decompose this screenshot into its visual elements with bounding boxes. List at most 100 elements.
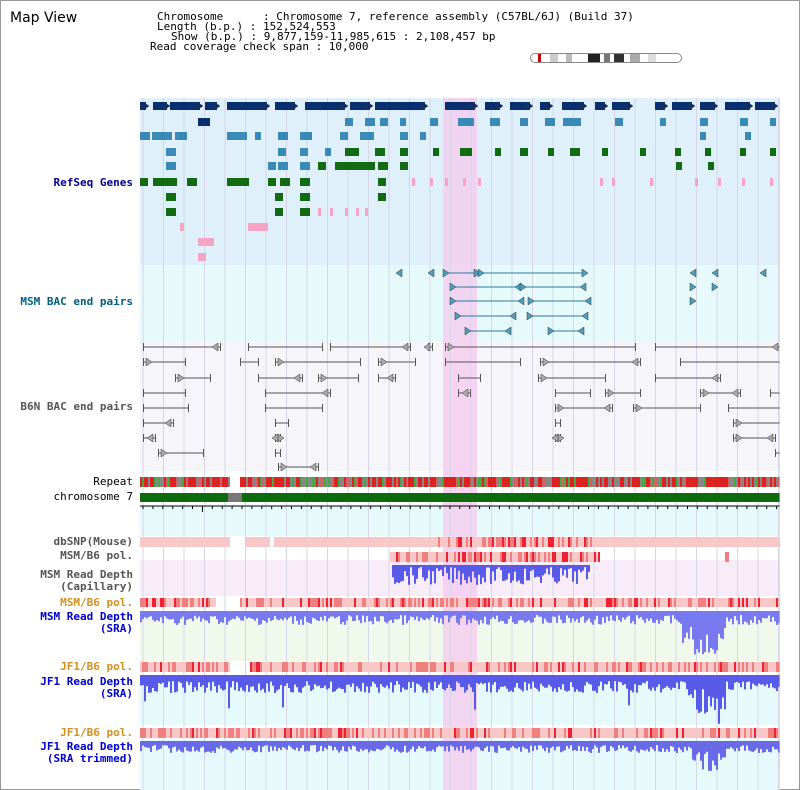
feature-arrow[interactable] <box>577 326 585 336</box>
gene-strand-arrow[interactable] <box>471 101 479 111</box>
gene-strand-arrow[interactable] <box>626 101 634 111</box>
track-label-jf1-depth-sra[interactable]: JF1 Read Depth (SRA) <box>40 676 133 700</box>
feature-arrow[interactable] <box>551 433 559 443</box>
feature-arrow[interactable] <box>689 282 697 292</box>
gene-strand-arrow[interactable] <box>213 101 221 111</box>
gene-strand-arrow[interactable] <box>601 101 609 111</box>
feature-arrow[interactable] <box>449 282 457 292</box>
gene-strand-arrow[interactable] <box>263 101 271 111</box>
gene-strand-arrow[interactable] <box>163 101 171 111</box>
feature-arrow[interactable] <box>477 268 485 278</box>
gene-strand-arrow[interactable] <box>746 101 754 111</box>
feature-arrow[interactable] <box>540 373 548 383</box>
genome-track-area[interactable] <box>140 98 780 790</box>
pair-end-mark <box>143 434 144 442</box>
feature-arrow[interactable] <box>635 403 643 413</box>
track-label-msm-b6-pol-2[interactable]: MSM/B6 pol. <box>60 596 133 609</box>
feature-arrow[interactable] <box>547 326 555 336</box>
feature-arrow[interactable] <box>526 311 534 321</box>
track-label-refseq-genes[interactable]: RefSeq Genes <box>53 176 133 189</box>
feature-arrow[interactable] <box>321 388 329 398</box>
feature-arrow[interactable] <box>519 282 527 292</box>
feature-arrow[interactable] <box>711 282 719 292</box>
feature-arrow[interactable] <box>759 268 767 278</box>
feature-arrow[interactable] <box>607 388 615 398</box>
feature-arrow[interactable] <box>380 357 388 367</box>
feature-arrow[interactable] <box>293 373 301 383</box>
track-label-msm-bac[interactable]: MSM BAC end pairs <box>20 295 133 308</box>
gene-strand-arrow[interactable] <box>526 101 534 111</box>
feature-arrow[interactable] <box>584 296 592 306</box>
track-label-jf1-depth-trimmed[interactable]: JF1 Read Depth (SRA trimmed) <box>40 741 133 765</box>
feature-arrow[interactable] <box>557 403 565 413</box>
feature-arrow[interactable] <box>160 448 168 458</box>
feature-arrow[interactable] <box>731 388 739 398</box>
feature-arrow[interactable] <box>711 373 719 383</box>
feature-arrow[interactable] <box>454 311 462 321</box>
feature-arrow[interactable] <box>735 418 743 428</box>
chromosome-ideogram[interactable] <box>530 53 682 63</box>
gene-strand-arrow[interactable] <box>580 101 588 111</box>
track-label-jf1-b6-pol-1[interactable]: JF1/B6 pol. <box>60 660 133 673</box>
feature-arrow[interactable] <box>320 373 328 383</box>
feature-arrow[interactable] <box>527 296 535 306</box>
track-label-msm-depth-sra[interactable]: MSM Read Depth (SRA) <box>40 611 133 635</box>
feature-arrow[interactable] <box>461 388 469 398</box>
gene-strand-arrow[interactable] <box>661 101 669 111</box>
feature-arrow[interactable] <box>542 357 550 367</box>
gene-strand-arrow[interactable] <box>771 101 779 111</box>
polymorphism-bin <box>702 662 704 672</box>
feature-arrow[interactable] <box>447 342 455 352</box>
feature-arrow[interactable] <box>517 296 525 306</box>
feature-arrow[interactable] <box>145 357 153 367</box>
feature-arrow[interactable] <box>766 433 774 443</box>
track-label-msm-b6-pol-1[interactable]: MSM/B6 pol. <box>60 549 133 562</box>
gene-strand-arrow[interactable] <box>421 101 429 111</box>
gene-strand-arrow[interactable] <box>196 101 204 111</box>
feature-arrow[interactable] <box>146 433 154 443</box>
track-label-b6n-bac[interactable]: B6N BAC end pairs <box>20 400 133 413</box>
feature-arrow[interactable] <box>631 357 639 367</box>
gene-strand-arrow[interactable] <box>341 101 349 111</box>
gene-strand-arrow[interactable] <box>142 101 150 111</box>
track-label-jf1-b6-pol-2[interactable]: JF1/B6 pol. <box>60 726 133 739</box>
feature-arrow[interactable] <box>442 268 450 278</box>
feature-arrow[interactable] <box>689 268 697 278</box>
track-label-msm-depth-capillary[interactable]: MSM Read Depth (Capillary) <box>40 569 133 593</box>
feature-arrow[interactable] <box>473 268 481 278</box>
feature-arrow[interactable] <box>771 342 779 352</box>
feature-arrow[interactable] <box>509 311 517 321</box>
depth-bar <box>356 611 358 616</box>
feature-arrow[interactable] <box>177 373 185 383</box>
gene-strand-arrow[interactable] <box>366 101 374 111</box>
track-label-dbsnp[interactable]: dbSNP(Mouse) <box>53 535 133 548</box>
feature-arrow[interactable] <box>702 388 710 398</box>
feature-arrow[interactable] <box>277 357 285 367</box>
feature-arrow[interactable] <box>386 373 394 383</box>
feature-arrow[interactable] <box>164 418 172 428</box>
feature-arrow[interactable] <box>280 462 288 472</box>
feature-arrow[interactable] <box>735 433 743 443</box>
gene-strand-arrow[interactable] <box>496 101 504 111</box>
feature-arrow[interactable] <box>423 342 431 352</box>
gene-strand-arrow[interactable] <box>546 101 554 111</box>
feature-arrow[interactable] <box>581 268 589 278</box>
gene-strand-arrow[interactable] <box>688 101 696 111</box>
feature-arrow[interactable] <box>449 296 457 306</box>
feature-arrow[interactable] <box>581 311 589 321</box>
feature-arrow[interactable] <box>401 342 409 352</box>
feature-arrow[interactable] <box>711 268 719 278</box>
feature-arrow[interactable] <box>603 403 611 413</box>
feature-arrow[interactable] <box>464 326 472 336</box>
feature-arrow[interactable] <box>309 462 317 472</box>
feature-arrow[interactable] <box>395 268 403 278</box>
feature-arrow[interactable] <box>504 326 512 336</box>
gene-strand-arrow[interactable] <box>291 101 299 111</box>
gene-strand-arrow[interactable] <box>711 101 719 111</box>
polymorphism-bin <box>486 598 488 607</box>
feature-arrow[interactable] <box>689 296 697 306</box>
feature-arrow[interactable] <box>211 342 219 352</box>
feature-arrow[interactable] <box>271 433 279 443</box>
feature-arrow[interactable] <box>427 268 435 278</box>
feature-arrow[interactable] <box>579 282 587 292</box>
